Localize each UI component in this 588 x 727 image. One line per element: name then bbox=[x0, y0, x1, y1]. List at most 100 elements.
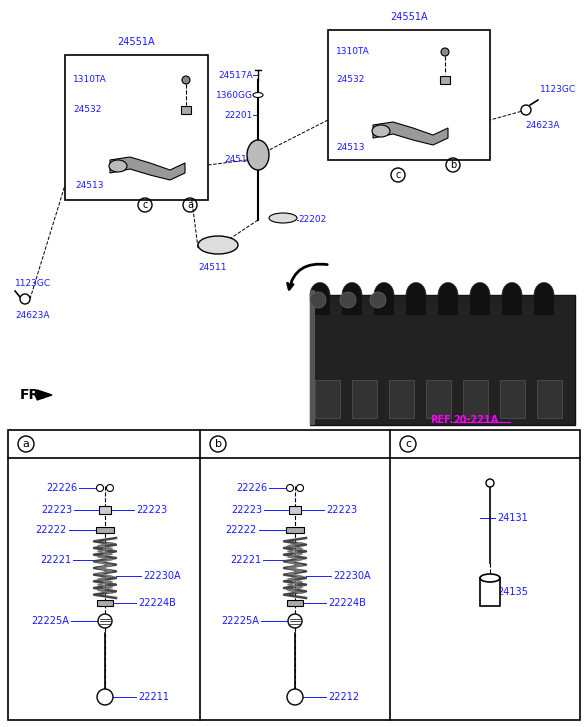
Text: 1310TA: 1310TA bbox=[73, 76, 107, 84]
Text: c: c bbox=[395, 170, 400, 180]
Bar bbox=[438, 295, 458, 315]
Bar bbox=[470, 295, 490, 315]
Text: 22223: 22223 bbox=[136, 505, 167, 515]
Circle shape bbox=[521, 105, 531, 115]
Text: 22201: 22201 bbox=[225, 111, 253, 119]
Bar bbox=[480, 578, 500, 606]
Circle shape bbox=[106, 484, 113, 491]
Bar bbox=[97, 600, 113, 606]
Polygon shape bbox=[373, 122, 448, 145]
Ellipse shape bbox=[438, 283, 458, 308]
Text: 24131: 24131 bbox=[497, 513, 528, 523]
Text: 22226: 22226 bbox=[236, 483, 267, 493]
Bar bbox=[8, 430, 580, 720]
Text: c: c bbox=[405, 439, 411, 449]
Bar bbox=[96, 527, 114, 533]
Ellipse shape bbox=[247, 140, 269, 170]
Text: 22223: 22223 bbox=[326, 505, 357, 515]
Text: 24532: 24532 bbox=[73, 105, 101, 114]
Bar bbox=[537, 380, 562, 418]
Text: 22224B: 22224B bbox=[328, 598, 366, 608]
Bar bbox=[342, 295, 362, 315]
Bar bbox=[315, 380, 340, 418]
Ellipse shape bbox=[502, 283, 522, 308]
Text: 24551A: 24551A bbox=[390, 12, 428, 22]
Circle shape bbox=[296, 484, 303, 491]
Ellipse shape bbox=[534, 283, 554, 308]
Text: b: b bbox=[450, 160, 456, 170]
Text: 24623A: 24623A bbox=[15, 310, 49, 319]
Circle shape bbox=[98, 614, 112, 628]
Text: 24623A: 24623A bbox=[525, 121, 560, 129]
Bar bbox=[374, 295, 394, 315]
Text: 1310TA: 1310TA bbox=[336, 47, 370, 57]
Bar bbox=[500, 380, 525, 418]
Text: 22211: 22211 bbox=[138, 692, 169, 702]
Circle shape bbox=[96, 484, 103, 491]
Ellipse shape bbox=[480, 574, 500, 582]
Bar bbox=[352, 380, 377, 418]
Bar bbox=[502, 295, 522, 315]
Text: 22230A: 22230A bbox=[333, 571, 370, 581]
Bar bbox=[289, 506, 301, 514]
Bar bbox=[426, 380, 451, 418]
Circle shape bbox=[287, 689, 303, 705]
Text: 24511: 24511 bbox=[199, 263, 227, 272]
Circle shape bbox=[286, 484, 293, 491]
Circle shape bbox=[370, 292, 386, 308]
Text: 1123GC: 1123GC bbox=[540, 86, 576, 95]
Text: 1123GC: 1123GC bbox=[15, 278, 51, 287]
Polygon shape bbox=[37, 390, 52, 400]
Ellipse shape bbox=[109, 160, 127, 172]
Text: c: c bbox=[142, 200, 148, 210]
Text: 22224B: 22224B bbox=[138, 598, 176, 608]
Bar bbox=[287, 600, 303, 606]
Text: 22230A: 22230A bbox=[143, 571, 181, 581]
Text: 22202: 22202 bbox=[298, 215, 326, 225]
Circle shape bbox=[310, 292, 326, 308]
Circle shape bbox=[486, 479, 494, 487]
Bar bbox=[463, 380, 488, 418]
Text: 24532: 24532 bbox=[336, 76, 365, 84]
Polygon shape bbox=[110, 157, 185, 180]
Circle shape bbox=[288, 614, 302, 628]
Text: 22222: 22222 bbox=[36, 525, 67, 535]
Ellipse shape bbox=[372, 125, 390, 137]
Ellipse shape bbox=[269, 213, 297, 223]
Bar bbox=[328, 30, 490, 160]
Bar bbox=[406, 295, 426, 315]
Circle shape bbox=[182, 76, 190, 84]
Ellipse shape bbox=[406, 283, 426, 308]
Text: 24517A: 24517A bbox=[218, 71, 253, 79]
Bar bbox=[310, 290, 315, 425]
Bar bbox=[440, 76, 450, 84]
Text: 22221: 22221 bbox=[230, 555, 261, 565]
Text: b: b bbox=[215, 439, 222, 449]
Bar bbox=[99, 506, 111, 514]
Text: 22221: 22221 bbox=[40, 555, 71, 565]
Ellipse shape bbox=[342, 283, 362, 308]
Text: a: a bbox=[22, 439, 29, 449]
Circle shape bbox=[441, 48, 449, 56]
Text: 1360GG: 1360GG bbox=[216, 90, 253, 100]
Circle shape bbox=[97, 689, 113, 705]
Ellipse shape bbox=[198, 236, 238, 254]
Circle shape bbox=[20, 294, 30, 304]
Circle shape bbox=[340, 292, 356, 308]
Bar bbox=[286, 527, 304, 533]
Ellipse shape bbox=[253, 92, 263, 97]
Ellipse shape bbox=[374, 283, 394, 308]
Bar bbox=[310, 295, 575, 425]
Text: FR.: FR. bbox=[20, 388, 46, 402]
Ellipse shape bbox=[310, 283, 330, 308]
Bar bbox=[310, 295, 330, 315]
Text: 22223: 22223 bbox=[41, 505, 72, 515]
Text: 24551A: 24551A bbox=[118, 37, 155, 47]
Text: 24135: 24135 bbox=[497, 587, 528, 597]
Text: 24513: 24513 bbox=[75, 180, 103, 190]
Bar bbox=[65, 55, 208, 200]
Text: 24513: 24513 bbox=[336, 143, 365, 153]
Text: REF.: REF. bbox=[430, 415, 453, 425]
Bar bbox=[181, 106, 191, 114]
Bar bbox=[389, 380, 414, 418]
